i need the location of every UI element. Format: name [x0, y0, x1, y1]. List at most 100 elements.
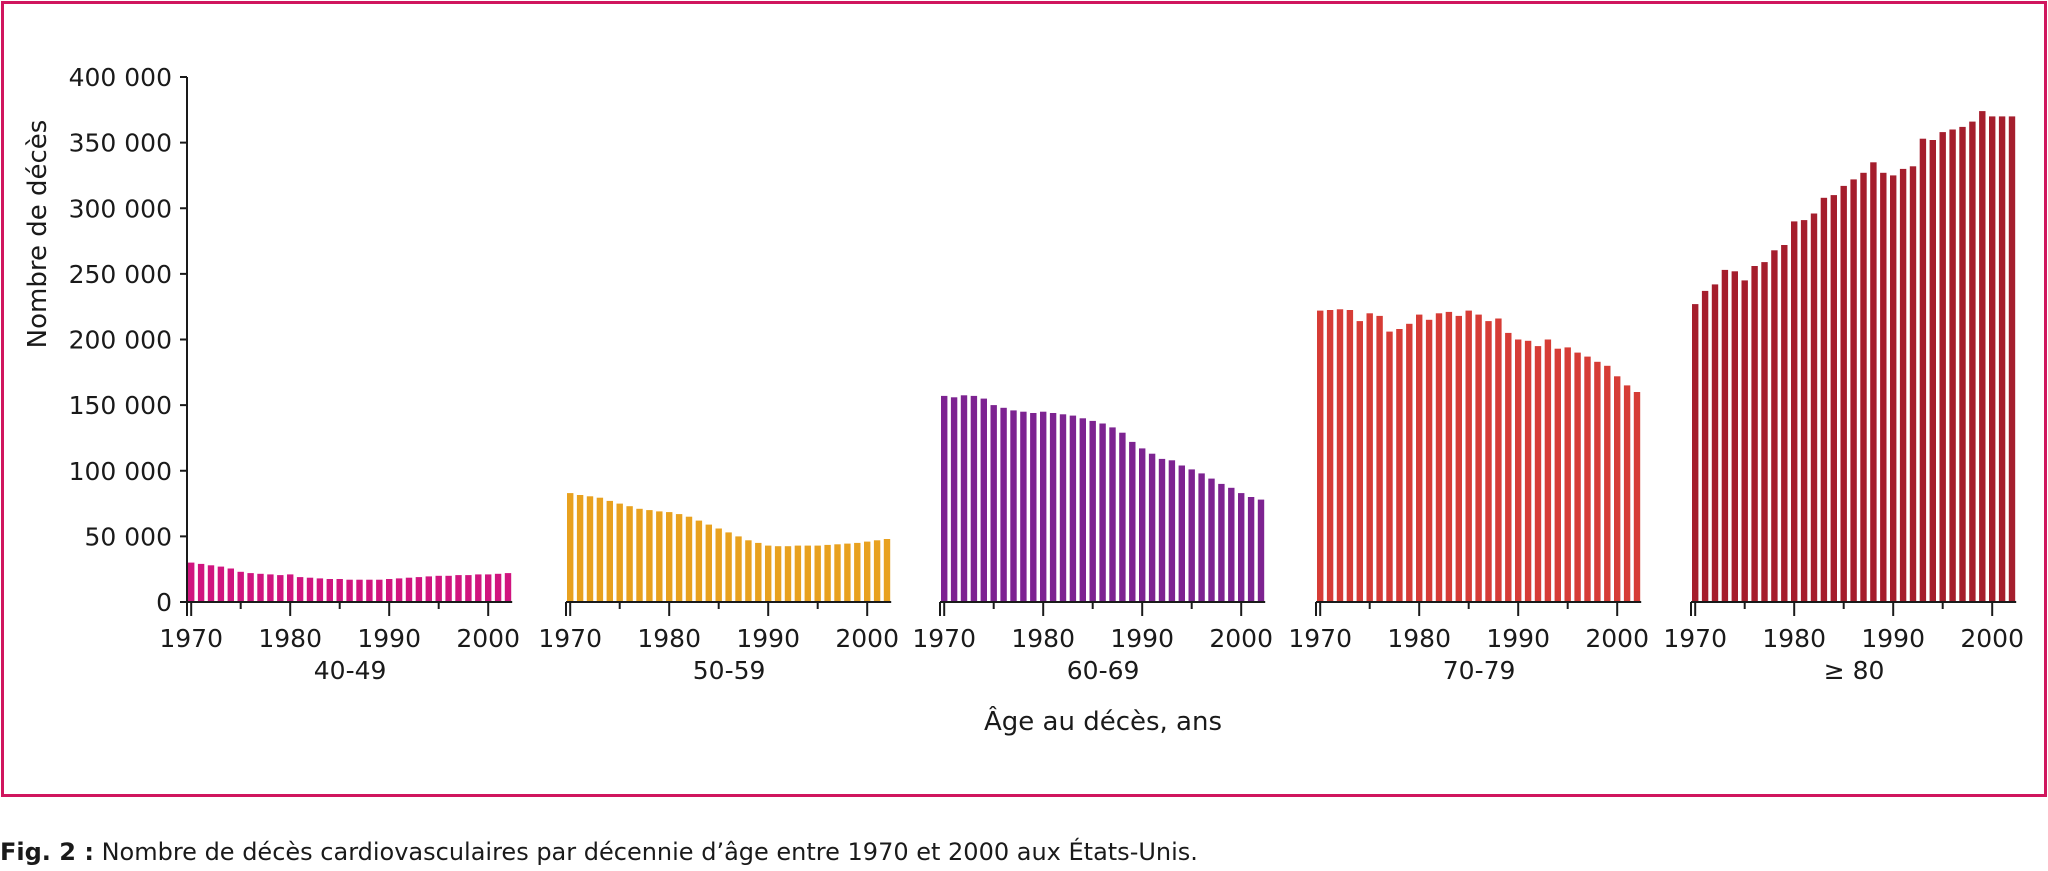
x-tick-label: 1980 [1387, 624, 1451, 653]
bar [1909, 166, 1917, 603]
panel-3: 1970 1980 1990 2000 60-69 [912, 395, 1273, 685]
x-tick-label: 1980 [1762, 624, 1826, 653]
bar [626, 506, 633, 602]
bar [1800, 220, 1808, 602]
group-label: 70-79 [1443, 656, 1516, 685]
bar [1830, 195, 1837, 602]
bar [883, 539, 891, 602]
bar [1781, 245, 1788, 602]
bar [685, 516, 693, 602]
bar [1257, 499, 1265, 602]
bar [1109, 427, 1116, 602]
bar [970, 395, 978, 602]
x-tick-label: 1970 [1288, 624, 1352, 653]
y-tick-label: 150 000 [69, 391, 172, 420]
y-tick-label: 50 000 [85, 522, 172, 551]
bar [1880, 172, 1887, 603]
bar [784, 546, 792, 602]
bar [814, 545, 821, 602]
bar [504, 573, 512, 602]
bar [1919, 138, 1927, 602]
bar [1148, 453, 1156, 602]
x-tick-label: 2000 [1960, 624, 2024, 653]
bar [376, 579, 383, 602]
bar [346, 579, 353, 602]
x-tick-label: 1990 [1861, 624, 1925, 653]
x-tick-label: 1970 [538, 624, 602, 653]
bar [1386, 331, 1393, 602]
bar [1998, 116, 2006, 603]
bar [1475, 314, 1482, 602]
x-tick-label: 1990 [736, 624, 800, 653]
bar [567, 493, 574, 602]
bar [1505, 332, 1512, 602]
bar [1890, 175, 1897, 602]
bar [774, 546, 782, 602]
bar [1356, 321, 1363, 602]
bar [326, 579, 333, 602]
bar [1396, 329, 1403, 602]
bar [596, 497, 604, 602]
y-tick-label: 250 000 [69, 260, 172, 289]
bar [1771, 250, 1778, 603]
bar [1376, 315, 1383, 602]
bar [1089, 420, 1096, 602]
caption-prefix: Fig. 2 : [0, 838, 94, 866]
bar [990, 405, 997, 602]
bar [1010, 410, 1017, 602]
bar [1711, 284, 1719, 602]
bar [1416, 314, 1423, 602]
bar [1168, 460, 1176, 603]
bar [1623, 385, 1631, 602]
bar [1544, 339, 1552, 602]
bar [405, 577, 413, 602]
x-tick-label: 1970 [912, 624, 976, 653]
bar [1247, 497, 1255, 602]
bar [2008, 116, 2016, 603]
bar [336, 579, 343, 602]
bar [1929, 140, 1936, 602]
bar [415, 577, 423, 602]
bar [794, 545, 802, 602]
bar [1860, 172, 1867, 603]
bar [287, 574, 294, 602]
bar [316, 578, 324, 602]
bar [1455, 315, 1462, 602]
bar [950, 397, 958, 603]
bar [1158, 458, 1166, 602]
bar [455, 575, 462, 602]
bar [296, 577, 304, 602]
bar [1208, 478, 1215, 602]
bar [1761, 262, 1768, 602]
bar [227, 568, 234, 602]
bar [1079, 418, 1086, 603]
panel-5: 1970 1980 1990 2000 ≥ 80 [1663, 111, 2024, 685]
x-tick-label: 1980 [258, 624, 322, 653]
bar [1040, 411, 1047, 602]
bar [1594, 361, 1601, 602]
bar [705, 524, 712, 602]
bar [1218, 483, 1225, 602]
bar [1554, 348, 1561, 602]
bar [1701, 290, 1709, 602]
x-tick-label: 2000 [1585, 624, 1649, 653]
bar [873, 540, 881, 602]
y-tick-label: 200 000 [69, 326, 172, 355]
bar [1584, 356, 1591, 602]
chart: 0 50 000 100 000 150 000 200 000 250 000 300 0… [23, 63, 2024, 737]
bar [1119, 432, 1126, 602]
bar [188, 562, 195, 602]
bar [656, 511, 663, 602]
bar [1604, 365, 1611, 603]
bar [586, 496, 594, 602]
bar [247, 573, 254, 602]
bar [616, 503, 623, 602]
bar [1406, 323, 1413, 603]
bar [485, 574, 492, 602]
bar [1820, 197, 1828, 603]
bar [1059, 414, 1067, 602]
group-label: 40-49 [314, 656, 387, 685]
bar [1741, 280, 1748, 602]
bar [1564, 347, 1571, 602]
y-axis: 0 50 000 100 000 150 000 200 000 250 000 300 0… [69, 63, 188, 617]
